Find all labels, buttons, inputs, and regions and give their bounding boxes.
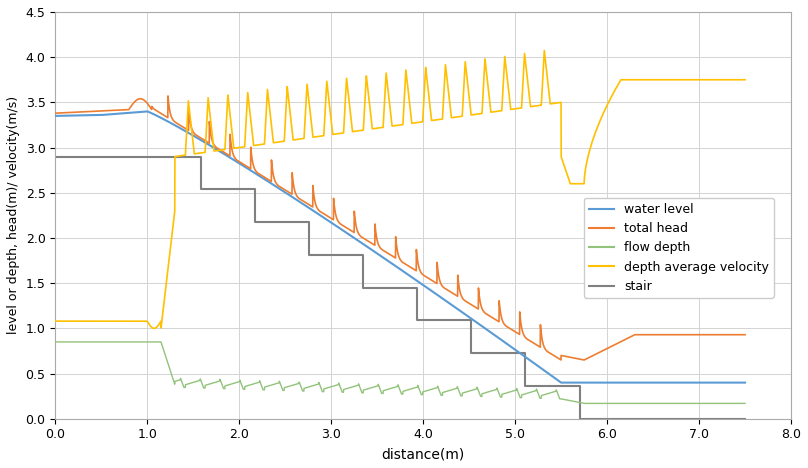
X-axis label: distance(m): distance(m) xyxy=(381,447,465,461)
Legend: water level, total head, flow depth, depth average velocity, stair: water level, total head, flow depth, dep… xyxy=(584,198,774,298)
Y-axis label: level or depth, head(m)/ velocity(m/s): level or depth, head(m)/ velocity(m/s) xyxy=(7,96,20,335)
